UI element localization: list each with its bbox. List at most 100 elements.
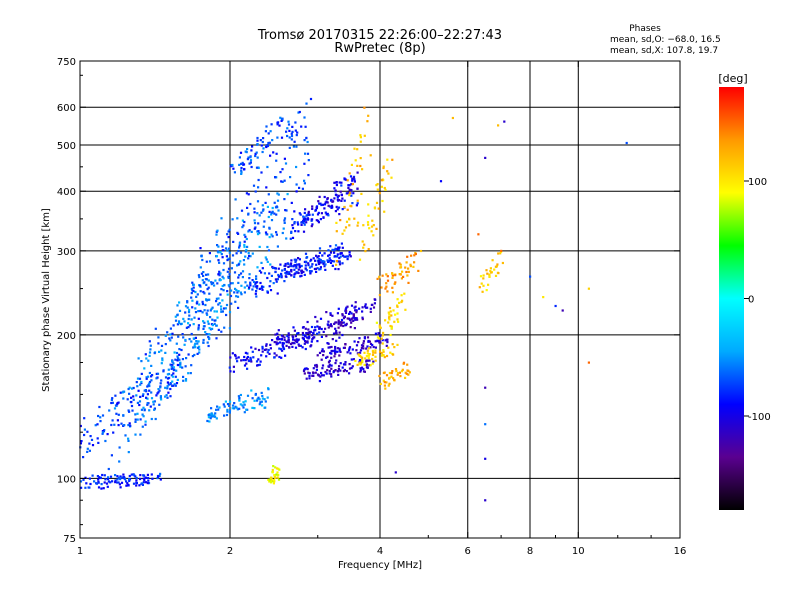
data-point (496, 263, 499, 266)
data-point (484, 457, 487, 460)
data-point (381, 274, 384, 277)
data-point (341, 366, 344, 369)
data-point (232, 167, 235, 170)
data-point (138, 400, 142, 403)
data-point (137, 389, 140, 392)
data-point (153, 407, 156, 410)
data-point (300, 274, 303, 277)
data-point (219, 293, 222, 296)
data-point (277, 209, 280, 212)
data-point (166, 385, 169, 388)
data-point (239, 251, 243, 254)
data-point (166, 331, 169, 334)
data-point (320, 203, 323, 207)
data-point (325, 213, 328, 216)
data-point (256, 364, 259, 367)
data-point (215, 255, 218, 258)
data-point (295, 145, 298, 148)
data-point (409, 265, 412, 268)
data-point (289, 342, 293, 346)
data-point (336, 248, 339, 251)
data-point (365, 363, 368, 366)
data-point (231, 261, 234, 264)
data-point (355, 344, 359, 347)
data-point (350, 321, 353, 324)
data-point (318, 195, 321, 198)
data-point (328, 257, 331, 260)
data-point (145, 377, 148, 380)
data-point (221, 299, 224, 302)
data-point (285, 130, 288, 133)
data-point (150, 364, 153, 367)
data-point (269, 481, 273, 484)
data-point (176, 323, 179, 326)
data-point (124, 434, 127, 437)
data-point (320, 358, 323, 361)
data-point (194, 307, 197, 310)
data-point (331, 206, 334, 209)
data-point (195, 295, 198, 298)
data-point (349, 204, 352, 207)
data-point (287, 123, 291, 126)
data-point (378, 324, 381, 327)
data-point (101, 473, 104, 477)
data-point (227, 247, 230, 250)
data-point (364, 306, 368, 309)
data-point (255, 290, 258, 293)
data-point (333, 248, 336, 252)
data-point (97, 486, 101, 489)
data-point (215, 233, 218, 236)
data-point (314, 364, 317, 367)
data-point (238, 399, 241, 402)
data-point (406, 255, 409, 258)
data-point (231, 407, 234, 410)
data-point (214, 415, 217, 418)
data-point (220, 288, 223, 291)
data-point (191, 281, 194, 284)
data-point (391, 272, 394, 276)
data-point (119, 486, 122, 489)
data-point (488, 275, 491, 278)
data-point (339, 324, 342, 327)
data-point (369, 310, 372, 313)
colorbar-label: [deg] (718, 72, 747, 85)
y-tick-label: 600 (57, 103, 76, 114)
data-point (276, 121, 279, 124)
data-point (208, 327, 211, 330)
data-point (401, 299, 404, 302)
data-point (304, 347, 307, 351)
data-point (334, 327, 337, 330)
data-point (306, 336, 309, 339)
data-point (292, 145, 295, 148)
data-point (101, 432, 104, 435)
data-point (142, 415, 145, 418)
data-point (288, 146, 291, 149)
data-point (160, 362, 163, 365)
data-point (236, 408, 239, 411)
data-point (366, 120, 369, 123)
data-point (265, 125, 268, 128)
data-point (88, 442, 91, 445)
data-point (166, 377, 170, 380)
data-point (134, 475, 137, 478)
data-point (343, 363, 346, 366)
data-point (270, 479, 273, 482)
data-point (255, 285, 258, 288)
data-point (221, 275, 224, 278)
data-point (343, 255, 346, 258)
data-point (297, 271, 300, 275)
data-point (275, 280, 278, 283)
data-point (178, 301, 181, 304)
data-point (252, 184, 256, 187)
data-point (178, 309, 182, 312)
data-point (352, 313, 355, 316)
data-point (306, 140, 309, 144)
data-point (196, 352, 199, 355)
chart-title: Tromsø 20170315 22:26:00–22:27:43 (257, 28, 502, 43)
data-point (174, 384, 177, 387)
data-point (218, 406, 221, 409)
data-point (292, 326, 295, 329)
data-point (256, 136, 259, 140)
data-point (400, 370, 404, 373)
data-point (291, 130, 294, 133)
